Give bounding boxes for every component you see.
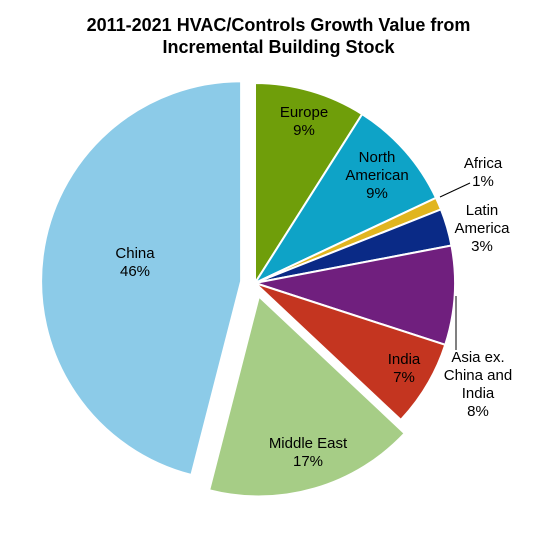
slice-name-label: American (345, 167, 408, 184)
slice-name-label: Middle East (269, 435, 348, 452)
slice-value-label: 7% (393, 369, 415, 386)
slice-value-label: 46% (120, 263, 150, 280)
slice-name-label: Europe (280, 104, 328, 121)
slice-value-label: 9% (293, 122, 315, 139)
slice-name-label: China (115, 245, 155, 262)
slice-name-label: China and (444, 367, 512, 384)
pie-slice-asia-ex-china-and-india (254, 244, 456, 347)
pie-slice-middle-east (207, 294, 407, 498)
slice-name-label: India (388, 351, 421, 368)
slice-value-label: 3% (471, 238, 493, 255)
slice-label-middle-east: Middle East 17% (269, 435, 348, 470)
slice-name-label: Latin (466, 202, 499, 219)
slice-label-india: India 7% (388, 351, 421, 386)
slice-name-label: North (359, 149, 396, 166)
slice-value-label: 1% (472, 173, 494, 190)
leader-line-africa (439, 182, 471, 198)
slice-name-label: Africa (464, 155, 503, 172)
slice-value-label: 8% (467, 403, 489, 420)
slice-label-africa: Africa 1% (464, 155, 503, 190)
slice-label-north-american: North American 9% (345, 149, 408, 202)
slice-label-europe: Europe 9% (280, 104, 328, 139)
pie-slice-north-american (252, 112, 438, 286)
pie-slice-europe (254, 81, 364, 287)
chart-title-line-2: Incremental Building Stock (162, 37, 395, 57)
slice-value-label: 9% (366, 185, 388, 202)
slice-label-china: China 46% (115, 245, 155, 280)
slice-label-latin-america: Latin America 3% (454, 202, 510, 255)
slice-name-label: America (454, 220, 510, 237)
pie-slice-india (254, 282, 447, 422)
slice-name-label: Asia ex. (451, 349, 504, 366)
chart-title: 2011-2021 HVAC/Controls Growth Value fro… (0, 14, 557, 58)
chart-title-line-1: 2011-2021 HVAC/Controls Growth Value fro… (86, 15, 471, 35)
slice-label-asia-ex-china-and-india: Asia ex. China and India 8% (444, 349, 512, 420)
slice-value-label: 17% (293, 453, 323, 470)
slice-name-label: India (462, 385, 495, 402)
pie-slice-china (40, 80, 243, 477)
